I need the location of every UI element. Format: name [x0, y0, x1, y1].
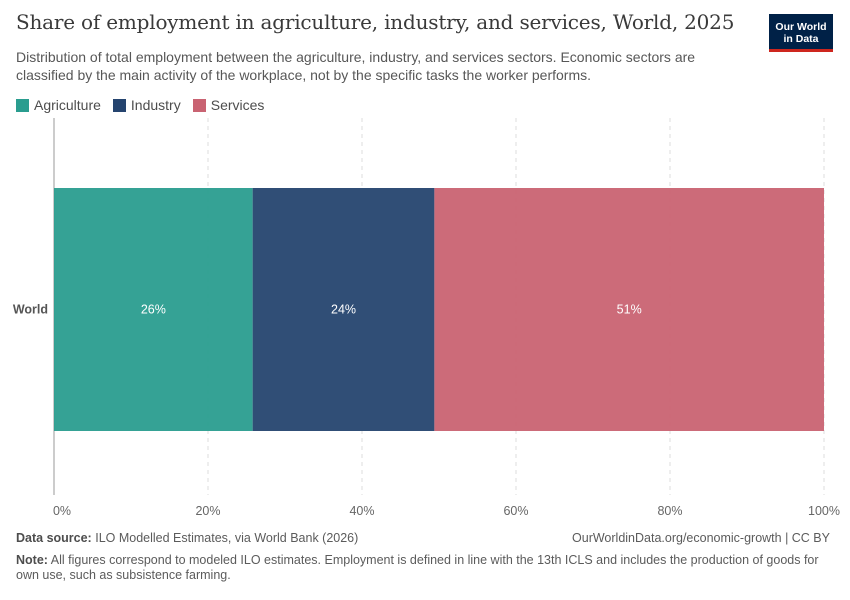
- x-tick-label: 100%: [808, 504, 840, 518]
- bar-industry: [252, 188, 435, 431]
- bar-services: [434, 188, 824, 431]
- chart-subtitle: Distribution of total employment between…: [16, 49, 696, 83]
- legend-item-services[interactable]: Services: [192, 97, 265, 113]
- legend-swatch-services: [192, 98, 206, 112]
- x-tick-label: 80%: [657, 504, 682, 518]
- x-tick-label: 40%: [349, 504, 374, 518]
- legend-label-services: Services: [210, 97, 265, 113]
- x-tick-label: 0%: [53, 504, 71, 518]
- source-url[interactable]: OurWorldinData.org/economic-growth | CC …: [572, 531, 830, 545]
- note-text: All figures correspond to modeled ILO es…: [16, 553, 819, 582]
- note-label: Note:: [16, 553, 48, 567]
- legend-swatch-agriculture: [16, 98, 29, 112]
- data-label-agriculture: 26%: [141, 303, 166, 317]
- owid-logo[interactable]: Our World in Data: [769, 14, 833, 52]
- legend-label-agriculture: Agriculture: [34, 97, 101, 113]
- logo-line-2: in Data: [783, 32, 819, 45]
- legend-label-industry: Industry: [130, 97, 181, 113]
- data-source: Data source: ILO Modelled Estimates, via…: [16, 531, 358, 545]
- legend-item-industry[interactable]: Industry: [112, 97, 181, 113]
- x-tick-label: 20%: [195, 504, 220, 518]
- data-label-services: 51%: [617, 303, 642, 317]
- data-label-industry: 24%: [331, 303, 356, 317]
- chart-note: Note: All figures correspond to modeled …: [16, 553, 836, 583]
- legend: Agriculture Industry Services: [16, 97, 264, 113]
- data-source-label: Data source:: [16, 531, 92, 545]
- chart-title: Share of employment in agriculture, indu…: [16, 10, 735, 34]
- category-label: World: [13, 303, 48, 317]
- logo-line-1: Our World: [775, 20, 827, 33]
- x-tick-label: 60%: [503, 504, 528, 518]
- bar-agriculture: [54, 188, 253, 431]
- legend-swatch-industry: [112, 98, 126, 112]
- legend-item-agriculture[interactable]: Agriculture: [16, 97, 101, 113]
- data-source-text[interactable]: ILO Modelled Estimates, via World Bank (…: [95, 531, 359, 545]
- chart-plot: 0% 20% 40% 60% 80% 100% World 26% 24% 51%: [13, 118, 840, 518]
